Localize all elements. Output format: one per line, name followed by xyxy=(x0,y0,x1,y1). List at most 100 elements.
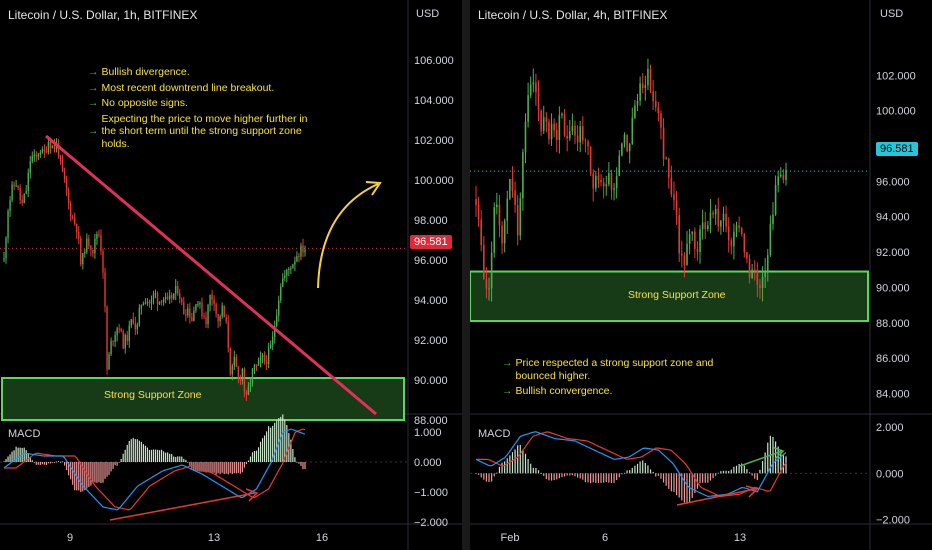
macd-histogram-bar xyxy=(644,463,646,474)
candle-body xyxy=(733,231,735,247)
price-tick-label: 100.000 xyxy=(414,175,454,187)
macd-histogram-bar xyxy=(691,473,693,498)
macd-histogram-bar xyxy=(294,457,296,462)
macd-histogram-bar xyxy=(759,469,761,474)
macd-histogram-bar xyxy=(623,472,626,474)
time-tick-label: 9 xyxy=(67,532,73,544)
candle-body xyxy=(649,68,652,92)
macd-histogram-bar xyxy=(548,473,550,481)
macd-histogram-bar xyxy=(785,456,787,474)
macd-histogram-bar xyxy=(13,450,15,462)
candle-body xyxy=(751,269,753,278)
support-zone-label: Strong Support Zone xyxy=(104,389,202,401)
macd-histogram-bar xyxy=(563,473,566,477)
time-tick-label: 6 xyxy=(602,532,608,544)
macd-histogram-bar xyxy=(158,450,161,462)
macd-histogram-bar xyxy=(670,473,672,492)
candle-body xyxy=(602,182,605,187)
macd-histogram-bar xyxy=(94,462,96,483)
candle-body xyxy=(209,294,211,306)
macd-histogram-bar xyxy=(90,462,92,486)
candle-body xyxy=(156,293,159,305)
macd-histogram-bar xyxy=(772,436,774,474)
macd-histogram-bar xyxy=(128,440,130,462)
candle-body xyxy=(282,278,284,287)
candle-body xyxy=(537,92,540,111)
macd-histogram-bar xyxy=(475,473,477,475)
candle-body xyxy=(33,154,36,157)
macd-histogram-bar xyxy=(282,414,284,462)
macd-histogram-bar xyxy=(626,470,628,474)
macd-histogram-bar xyxy=(249,456,252,462)
candle-body xyxy=(78,231,80,239)
candle-body xyxy=(717,208,720,227)
price-tick-label: 88.000 xyxy=(876,318,910,330)
macd-label: MACD xyxy=(478,428,511,440)
candle-body xyxy=(126,334,128,342)
candle-body xyxy=(571,125,574,132)
candle-body xyxy=(251,368,254,383)
candle-body xyxy=(90,246,92,250)
macd-histogram-bar xyxy=(110,462,112,472)
candle-body xyxy=(704,222,707,229)
macd-histogram-bar xyxy=(19,447,21,462)
convergence-arrowhead xyxy=(745,485,759,498)
candle-body xyxy=(104,272,106,307)
macd-histogram-bar xyxy=(270,427,272,462)
candle-body xyxy=(243,368,246,392)
candle-body xyxy=(777,176,779,186)
macd-histogram-bar xyxy=(185,459,187,462)
macd-histogram-bar xyxy=(649,469,652,474)
candle-body xyxy=(116,328,118,335)
candle-body xyxy=(96,234,98,239)
candle-body xyxy=(498,204,501,226)
last-price-tag: 96.581 xyxy=(410,235,452,249)
candle-body xyxy=(691,231,694,235)
macd-histogram-bar xyxy=(694,473,696,493)
macd-histogram-bar xyxy=(247,460,250,462)
macd-histogram-bar xyxy=(738,463,740,474)
macd-histogram-bar xyxy=(173,456,175,462)
price-tick-label: 102.000 xyxy=(414,135,454,147)
macd-histogram-bar xyxy=(530,463,532,474)
chart-panel-1h[interactable]: 106.000 104.000 102.000 100.000 98.000 96.000… xyxy=(0,0,462,550)
candle-body xyxy=(519,198,522,236)
candle-body xyxy=(100,235,102,252)
macd-histogram-bar xyxy=(199,462,201,472)
candle-body xyxy=(300,245,302,257)
candle-body xyxy=(27,173,29,192)
macd-histogram-bar xyxy=(574,473,576,477)
macd-histogram-bar xyxy=(263,435,266,462)
macd-histogram-bar xyxy=(524,453,527,474)
macd-histogram-bar xyxy=(754,473,756,479)
candle-body xyxy=(506,198,509,221)
candle-body xyxy=(211,294,213,300)
macd-histogram-bar xyxy=(72,462,74,485)
macd-histogram-bar xyxy=(543,473,545,476)
candle-body xyxy=(112,340,114,342)
candle-body xyxy=(284,275,286,279)
macd-histogram-bar xyxy=(169,453,171,462)
macd-histogram-bar xyxy=(124,449,126,462)
chart-canvas-4h[interactable]: 102.000100.00098.00096.00094.00092.00090… xyxy=(470,0,932,550)
chart-panel-4h[interactable]: 102.000100.00098.00096.00094.00092.00090… xyxy=(470,0,932,550)
candle-body xyxy=(644,85,647,89)
chart-canvas-1h[interactable]: 106.000 104.000 102.000 100.000 98.000 96.000… xyxy=(0,0,462,550)
support-zone-label: Strong Support Zone xyxy=(628,289,726,301)
candle-body xyxy=(582,126,584,141)
price-tick-label: 90.000 xyxy=(414,375,448,387)
macd-histogram-bar xyxy=(587,473,589,483)
macd-histogram-bar xyxy=(57,461,60,462)
price-tick-label: 96.000 xyxy=(876,176,910,188)
macd-histogram-bar xyxy=(225,462,227,474)
price-tick-label: 94.000 xyxy=(414,295,448,307)
macd-histogram-bar xyxy=(483,473,485,480)
candle-body xyxy=(239,378,242,381)
candle-body xyxy=(152,293,155,299)
macd-histogram-bar xyxy=(278,418,280,462)
candle-body xyxy=(477,204,480,220)
candle-body xyxy=(680,253,683,256)
macd-histogram-bar xyxy=(660,473,662,479)
macd-histogram-bar xyxy=(566,473,568,476)
macd-tick-label: −2.000 xyxy=(876,515,910,527)
